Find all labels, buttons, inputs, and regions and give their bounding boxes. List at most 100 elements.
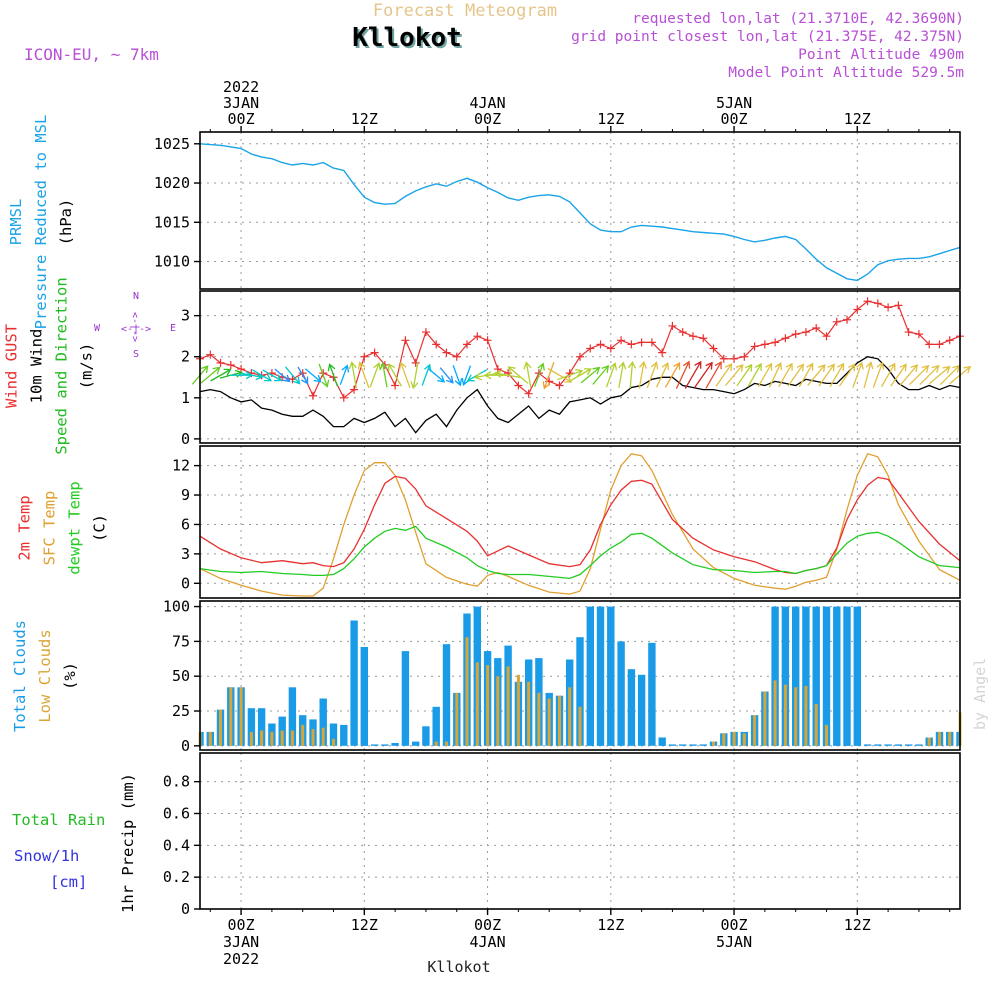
wind-direction-arrow [736,363,753,387]
gust-marker [719,354,728,363]
low-cloud-bar [311,729,315,746]
wind-direction-arrow [398,361,411,388]
low-cloud-bar [825,724,828,746]
location-title: Kllokot [354,25,464,55]
low-cloud-bar [547,698,551,746]
wind-direction-arrow [798,362,814,388]
total-cloud-bar [781,606,790,746]
clouds-axis-label: (%) [61,662,79,690]
wind-direction-arrow [339,364,350,386]
total-cloud-bar [391,743,399,746]
total-cloud-bar [607,606,615,746]
wind-direction-arrow [725,364,744,386]
wind-direction-arrow [304,368,322,383]
wind-direction-arrow [461,365,472,387]
y-tick-label: 1 [181,389,190,407]
gust-marker [308,391,317,400]
low-cloud-bar [712,741,715,746]
wind-direction-arrow [284,366,301,385]
gust-marker [750,342,759,351]
wind-direction-arrow [297,366,309,385]
gust-marker [401,336,410,345]
low-cloud-bar [938,731,941,746]
y-tick-label: 12 [172,457,190,475]
gust-marker [914,330,923,339]
time-label-bottom: 5JAN [716,933,752,951]
y-tick-label: 0 [181,430,190,448]
low-cloud-bar [763,691,767,746]
compass-w: W [94,323,101,334]
temp-2m-line [199,475,961,575]
gust-marker [873,299,882,308]
total-cloud-bar [288,687,297,746]
gust-marker [360,352,369,361]
footer-location: Kllokot [427,958,490,976]
gust-marker [678,328,687,337]
total-cloud-bar [257,708,266,746]
time-label-top: 12Z [844,110,871,128]
wind-direction-arrow [664,361,681,388]
y-tick-label: 6 [181,515,190,533]
low-cloud-bar [332,738,335,746]
gust-marker [350,385,359,394]
total-cloud-bar [432,706,440,746]
gust-marker [637,338,646,347]
wind-direction-arrow [200,366,221,384]
wind-direction-arrow [439,367,454,384]
y-tick-label: 0.6 [163,804,190,822]
total-cloud-bar [699,744,707,746]
gust-marker [452,352,461,361]
wind-direction-arrow [618,361,627,388]
gust-marker [411,358,420,367]
wind-direction-arrow [899,364,919,386]
wind-direction-arrow [715,363,733,387]
wind-direction-arrow [838,363,856,387]
wind-direction-arrow [379,361,388,388]
total-cloud-bar [319,698,327,746]
total-cloud-bar [689,744,697,746]
wind-direction-arrow [684,360,702,389]
y-tick-label: 50 [172,667,190,685]
temp-axis-label: 2m Temp [16,495,34,560]
wind-direction-arrow [427,368,446,383]
low-cloud-bar [773,680,777,746]
low-cloud-bar [732,731,736,746]
low-cloud-bar [249,731,253,746]
pressure-axis-label: (hPa) [57,199,75,246]
y-tick-label: 0.8 [163,773,190,791]
gust-marker [894,301,903,310]
total-cloud-bar [833,606,841,746]
credit-watermark: by Angel [971,658,989,730]
total-cloud-bar [843,606,851,746]
gust-marker [935,340,944,349]
total-cloud-bar [874,744,882,746]
pressure-line [199,143,961,282]
total-cloud-bar [915,744,923,746]
wind-direction-arrow [778,362,793,388]
point-altitude: Point Altitude 490m [798,47,964,63]
requested-coords: requested lon,lat (21.3710E, 42.3690N) [632,11,964,27]
gust-marker [432,340,441,349]
wind-direction-arrow [210,368,232,382]
gust-marker [206,350,215,359]
gust-marker [596,340,605,349]
gust-marker [771,338,780,347]
low-cloud-bar [465,637,469,746]
gust-marker [555,381,564,390]
wind-direction-arrow [388,363,403,387]
y-tick-label: 75 [172,632,190,650]
y-tick-label: 1015 [154,213,190,231]
low-cloud-bar [290,730,294,746]
gust-marker [884,303,893,312]
gust-marker [668,321,677,330]
low-cloud-bar [537,692,541,746]
compass-horizontal-axis: <-|-> [121,324,151,335]
gust-marker [370,348,379,357]
gust-marker [853,305,862,314]
gust-marker [586,344,595,353]
total-cloud-bar [360,647,368,746]
wind-direction-arrow [829,362,845,388]
wind-direction-arrow [507,366,529,384]
gust-marker [647,338,656,347]
time-label-bottom: 12Z [351,916,378,934]
